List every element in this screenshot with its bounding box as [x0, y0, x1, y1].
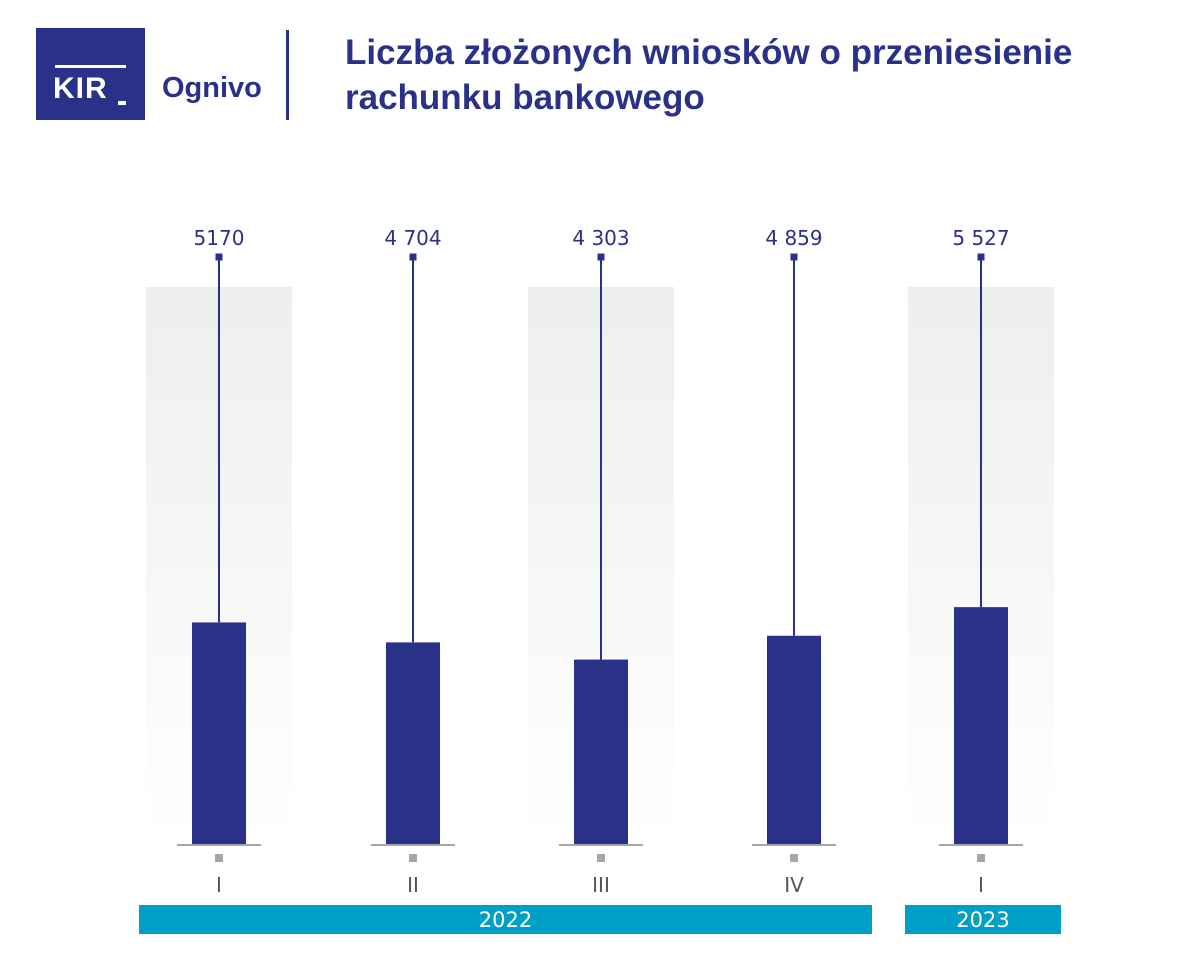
bar	[192, 622, 246, 844]
year-band	[905, 905, 1061, 934]
logo-box: KIR	[36, 28, 145, 120]
logo-underscore	[118, 101, 126, 105]
bar	[574, 659, 628, 844]
tick-marker	[409, 854, 417, 862]
tick-marker	[790, 854, 798, 862]
data-label: 4 303	[572, 226, 629, 250]
year-band	[139, 905, 872, 934]
brand-name: Ognivo	[162, 72, 262, 104]
category-label: II	[407, 873, 419, 897]
tick-marker	[215, 854, 223, 862]
data-label: 4 859	[765, 226, 822, 250]
page-title: Liczba złożonych wniosków o przeniesieni…	[345, 30, 1165, 120]
bar	[767, 635, 821, 844]
marker-square	[790, 253, 798, 261]
category-label: I	[216, 873, 222, 897]
marker-square	[409, 253, 417, 261]
header-divider	[286, 30, 289, 120]
data-label: 4 704	[384, 226, 441, 250]
logo-text: KIR	[53, 72, 108, 105]
marker-square	[215, 253, 223, 261]
data-label: 5 527	[952, 226, 1009, 250]
category-label: IV	[784, 873, 804, 897]
tick-marker	[597, 854, 605, 862]
category-label: III	[592, 873, 610, 897]
title-line-2: rachunku bankowego	[345, 78, 705, 117]
year-label: 2023	[956, 908, 1009, 932]
data-label: 5170	[194, 226, 245, 250]
marker-square	[597, 253, 605, 261]
bar	[954, 607, 1008, 844]
title-line-1: Liczba złożonych wniosków o przeniesieni…	[345, 33, 1073, 72]
tick-marker	[977, 854, 985, 862]
bar	[386, 642, 440, 844]
logo-line	[55, 65, 126, 68]
category-label: I	[978, 873, 984, 897]
marker-square	[977, 253, 985, 261]
year-label: 2022	[479, 908, 532, 932]
